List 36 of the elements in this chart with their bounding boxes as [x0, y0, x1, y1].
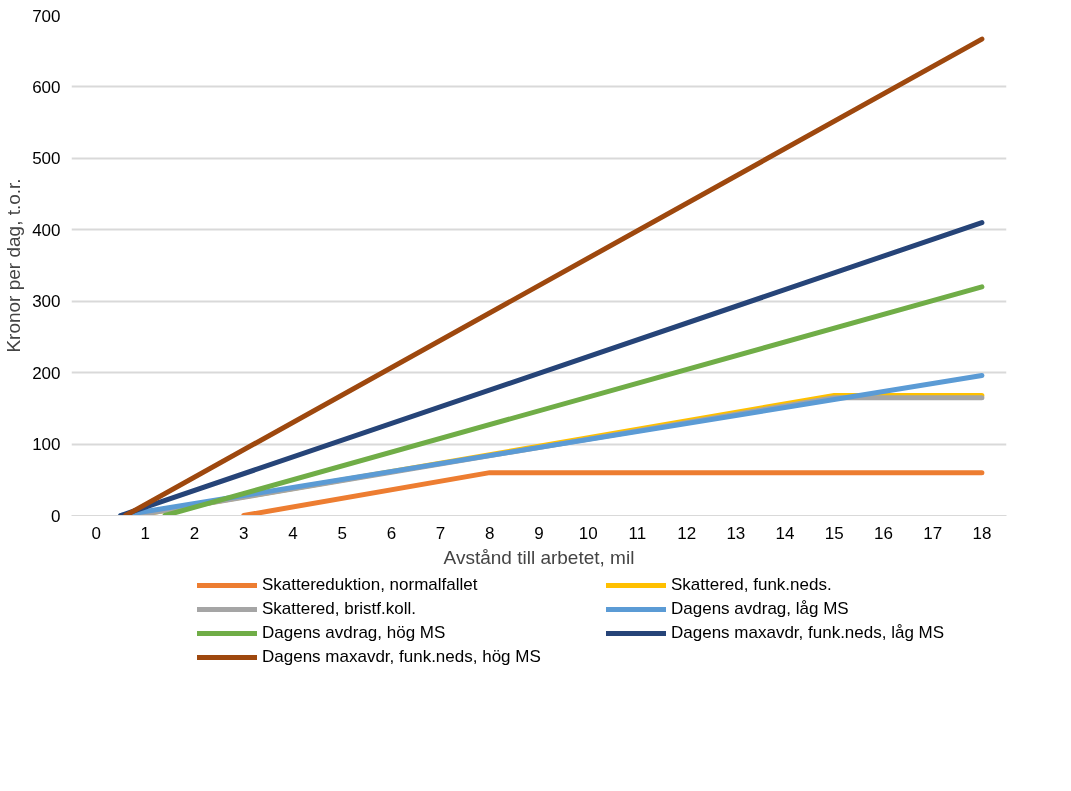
- x-tick-label: 0: [91, 523, 101, 543]
- x-tick-label: 11: [628, 523, 647, 543]
- legend-label: Dagens avdrag, låg MS: [671, 599, 850, 619]
- legend-label: Skattered, bristf.koll.: [262, 599, 417, 619]
- x-tick-label: 12: [677, 523, 697, 543]
- y-tick-label: 300: [32, 292, 61, 312]
- x-tick-label: 13: [726, 523, 746, 543]
- legend-label: Skattered, funk.neds.: [671, 575, 833, 595]
- x-tick-label: 7: [435, 523, 446, 543]
- x-tick-label: 6: [386, 523, 397, 543]
- x-tick-label: 17: [923, 523, 943, 543]
- x-tick-label: 16: [874, 523, 893, 543]
- x-tick-label: 10: [578, 523, 598, 543]
- y-tick-label: 0: [51, 506, 61, 526]
- x-tick-label: 1: [140, 523, 151, 543]
- y-axis-title: Kronor per dag, t.o.r.: [3, 178, 25, 353]
- y-tick-label: 500: [32, 149, 61, 169]
- y-tick-label: 200: [32, 363, 61, 383]
- x-axis-title: Avstånd till arbetet, mil: [443, 546, 635, 568]
- y-tick-label: 600: [32, 77, 61, 97]
- x-tick-label: 5: [337, 523, 347, 543]
- x-tick-label: 4: [288, 523, 298, 543]
- x-tick-label: 18: [972, 523, 992, 543]
- y-tick-label: 700: [32, 6, 61, 26]
- x-tick-label: 2: [189, 523, 200, 543]
- y-tick-label: 100: [32, 435, 61, 455]
- legend-label: Dagens maxavdr, funk.neds, låg MS: [671, 623, 946, 643]
- x-tick-label: 15: [824, 523, 844, 543]
- x-tick-label: 14: [775, 523, 795, 543]
- legend-label: Dagens maxavdr, funk.neds, hög MS: [262, 647, 542, 667]
- legend-label: Skattereduktion, normalfallet: [262, 575, 479, 595]
- x-tick-label: 3: [239, 523, 249, 543]
- legend-label: Dagens avdrag, hög MS: [262, 623, 447, 643]
- y-tick-label: 400: [32, 220, 61, 240]
- x-tick-label: 9: [534, 523, 544, 543]
- x-tick-label: 8: [485, 523, 495, 543]
